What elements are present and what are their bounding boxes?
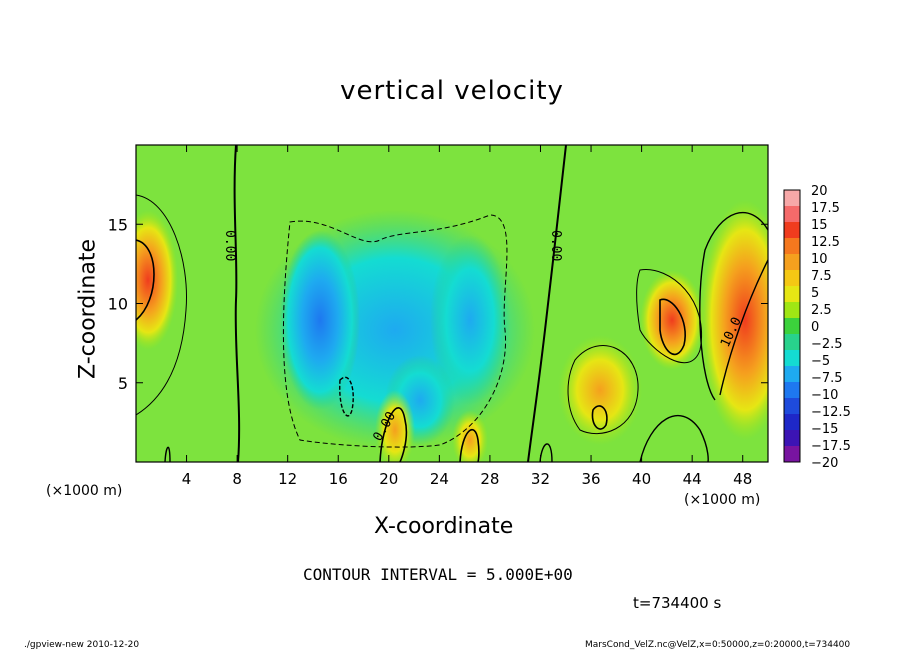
x-axis-label: X-coordinate — [374, 514, 514, 539]
colorbar-swatch — [784, 286, 800, 303]
contour-lines — [136, 145, 768, 462]
colorbar: 20 17.5 15 12.5 10 7.5 5 2.5 0 −2.5 −5 −7.5 −10 −12.5… — [783, 184, 851, 471]
x-tick-label: 28 — [480, 470, 499, 488]
y-tick-label: 15 — [108, 215, 128, 234]
colorbar-label: −10 — [811, 388, 838, 403]
colorbar-swatch — [784, 350, 800, 367]
y-tick-label: 5 — [118, 374, 128, 393]
y-axis: 5 10 15 — [108, 215, 768, 393]
colorbar-swatch — [784, 206, 800, 223]
colorbar-label: −12.5 — [811, 405, 851, 420]
colorbar-swatch — [784, 398, 800, 415]
colorbar-label: −7.5 — [811, 371, 843, 386]
colorbar-label: 10 — [811, 252, 828, 267]
colorbar-label: −5 — [811, 354, 830, 369]
x-tick-label: 48 — [733, 470, 752, 488]
x-tick-label: 44 — [683, 470, 702, 488]
x-tick-label: 4 — [182, 470, 192, 488]
colorbar-label: 2.5 — [811, 303, 832, 318]
x-unit-label-right: (×1000 m) — [684, 492, 761, 508]
x-axis: 4 8 12 16 20 24 28 32 36 40 44 48 — [182, 145, 752, 488]
time-label: t=734400 s — [633, 594, 722, 612]
colorbar-label: −20 — [811, 456, 838, 471]
footer-right: MarsCond_VelZ.nc@VelZ,x=0:50000,z=0:2000… — [585, 640, 851, 650]
colorbar-swatch — [784, 334, 800, 351]
colorbar-swatch — [784, 302, 800, 319]
colorbar-swatch — [784, 238, 800, 255]
heatmap-field — [136, 145, 768, 462]
x-unit-label-left: (×1000 m) — [46, 483, 123, 499]
colorbar-label: 5 — [811, 286, 819, 301]
x-tick-label: 32 — [531, 470, 550, 488]
colorbar-swatch — [784, 318, 800, 335]
colorbar-label: −2.5 — [811, 337, 843, 352]
colorbar-swatch — [784, 446, 800, 463]
colorbar-label: 7.5 — [811, 269, 832, 284]
x-tick-label: 16 — [329, 470, 348, 488]
colorbar-label: 15 — [811, 218, 828, 233]
colorbar-swatch — [784, 254, 800, 271]
y-tick-label: 10 — [108, 295, 128, 314]
x-tick-label: 24 — [430, 470, 449, 488]
colorbar-swatch — [784, 270, 800, 287]
contour-label: 0.00 — [222, 230, 237, 261]
x-tick-label: 40 — [632, 470, 651, 488]
x-tick-label: 20 — [379, 470, 398, 488]
colorbar-swatch — [784, 414, 800, 431]
y-axis-label: Z-coordinate — [75, 239, 101, 379]
colorbar-label: 12.5 — [811, 235, 840, 250]
colorbar-label: 17.5 — [811, 201, 840, 216]
colorbar-label: 20 — [811, 184, 828, 199]
colorbar-swatch — [784, 382, 800, 399]
contour-interval-text: CONTOUR INTERVAL = 5.000E+00 — [303, 565, 573, 584]
x-tick-label: 12 — [278, 470, 297, 488]
colorbar-label: 0 — [811, 320, 819, 335]
contour-label: 0.00 — [548, 230, 563, 261]
colorbar-swatch — [784, 366, 800, 383]
x-tick-label: 8 — [232, 470, 242, 488]
footer-left: ./gpview-new 2010-12-20 — [24, 640, 140, 650]
colorbar-swatch — [784, 430, 800, 447]
colorbar-frame — [783, 189, 801, 463]
colorbar-label: −17.5 — [811, 439, 851, 454]
colorbar-label: −15 — [811, 422, 838, 437]
x-tick-label: 36 — [581, 470, 600, 488]
colorbar-swatch — [784, 222, 800, 239]
chart-title: vertical velocity — [340, 76, 564, 106]
colorbar-swatch — [784, 190, 800, 207]
